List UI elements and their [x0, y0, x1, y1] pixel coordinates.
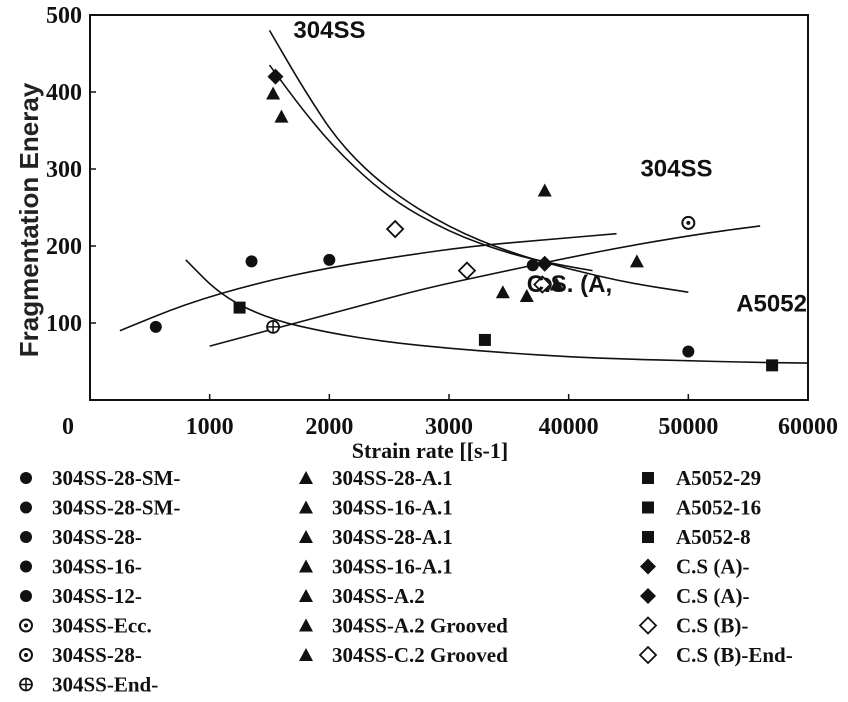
x-axis-ticks: 0 1000 2000 3000 40000 50000 60000	[62, 394, 838, 440]
data-point-15-1	[629, 254, 644, 268]
legend-entry: 304SS-16-A.1	[332, 555, 453, 579]
data-point-3-1	[323, 253, 336, 266]
legend-marker	[638, 616, 658, 635]
legend-entry: 304SS-28-A.1	[332, 525, 453, 549]
data-point-2-1	[245, 255, 258, 268]
x-tick-label: 1000	[186, 414, 234, 440]
data-point-13-1	[537, 183, 552, 197]
x-tick-label: 0	[62, 414, 74, 440]
plot-frame	[89, 14, 809, 401]
x-tick-label: 50000	[658, 414, 718, 440]
legend-entry: C.S (B)-End-	[676, 643, 793, 667]
legend-marker	[642, 531, 654, 543]
legend-marker	[642, 501, 654, 514]
data-point-9-1	[266, 86, 281, 100]
legend-marker	[19, 677, 33, 692]
data-point-11-1	[495, 285, 510, 299]
legend-marker	[299, 559, 313, 573]
legend-marker	[299, 530, 313, 543]
fit-curve-4	[209, 225, 761, 347]
data-points	[149, 68, 779, 372]
legend-marker	[299, 471, 313, 484]
legend-marker	[20, 531, 32, 543]
annotations: 304SS 304SS C.S. (A, A5052	[293, 17, 807, 317]
legend-marker	[299, 589, 313, 602]
y-tick-label: 400	[46, 80, 82, 106]
data-point-18-1	[766, 359, 779, 372]
data-point-14-1	[549, 277, 564, 291]
legend-entry: 304SS-End-	[52, 673, 158, 697]
legend-entry: C.S (A)-	[676, 584, 750, 608]
data-point-21-2	[457, 261, 477, 280]
y-tick-label: 200	[46, 234, 82, 260]
fit-curve-1	[268, 29, 689, 293]
legend-entry: 304SS-28-SM-	[52, 466, 180, 490]
fit-curves	[119, 29, 809, 364]
legend-marker	[299, 648, 313, 661]
data-point-5-1	[682, 345, 695, 358]
legend-marker	[640, 588, 656, 604]
y-axis-title: Fragmentation Eneray	[14, 82, 44, 357]
legend-entry: 304SS-16-A.1	[332, 496, 453, 520]
legend-marker	[299, 618, 313, 632]
x-tick-label: 3000	[425, 414, 473, 440]
data-point-20-1	[536, 255, 553, 272]
data-point-12-1	[519, 289, 534, 303]
legend-entry: 304SS-28-	[52, 525, 142, 549]
data-point-10-1	[274, 109, 289, 123]
data-point-7-1	[681, 215, 696, 230]
legend-marker	[19, 618, 33, 633]
legend-marker	[20, 590, 32, 602]
y-tick-label: 300	[46, 157, 82, 183]
legend-entry: C.S (B)-	[676, 614, 748, 638]
data-point-19-1	[267, 68, 284, 85]
legend-marker	[20, 501, 32, 514]
legend-marker	[19, 648, 33, 662]
legend-marker	[642, 472, 654, 484]
legend-entry: 304SS-28-SM-	[52, 496, 180, 520]
legend-entry: 304SS-A.2	[332, 584, 425, 608]
data-point-8-1	[266, 319, 280, 334]
legend-entry: 304SS-28-A.1	[332, 466, 453, 490]
legend-entry: C.S (A)-	[676, 555, 750, 579]
legend-entry: 304SS-C.2 Grooved	[332, 643, 508, 667]
data-point-21-1	[385, 219, 405, 239]
fit-curve-5	[185, 259, 809, 364]
legend-marker	[638, 645, 658, 665]
data-point-17-1	[478, 333, 491, 346]
legend-entry: A5052-16	[676, 496, 761, 520]
legend-entry: 304SS-28-	[52, 643, 142, 667]
legend: 304SS-28-SM- 304SS-28-SM- 304SS-28- 304SS-1…	[19, 466, 793, 697]
legend-entry: 304SS-Ecc.	[52, 614, 152, 638]
legend-entry: 304SS-12-	[52, 584, 142, 608]
data-point-16-1	[233, 301, 246, 314]
legend-entry: 304SS-16-	[52, 555, 142, 579]
legend-marker	[299, 500, 313, 514]
legend-entry: A5052-29	[676, 466, 761, 490]
annotation: C.S. (A,	[527, 271, 612, 298]
legend-entry: A5052-8	[676, 525, 751, 549]
x-tick-label: 40000	[539, 414, 599, 440]
fit-curve-2	[268, 64, 593, 272]
y-axis-ticks: 100 200 300 400 500	[46, 3, 96, 401]
data-point-4-1	[526, 259, 539, 272]
legend-marker	[20, 560, 32, 573]
data-point-22-1	[533, 275, 552, 294]
legend-marker	[640, 558, 656, 575]
legend-marker	[20, 472, 32, 484]
annotation: 304SS	[293, 17, 365, 44]
y-tick-label: 100	[46, 311, 82, 337]
legend-entry: 304SS-A.2 Grooved	[332, 614, 508, 638]
x-tick-label: 60000	[778, 414, 838, 440]
data-point-1-1	[149, 320, 162, 333]
y-tick-label: 500	[46, 3, 82, 29]
x-tick-label: 2000	[305, 414, 353, 440]
annotation: A5052	[736, 290, 807, 317]
x-axis-title: Strain rate [[s-1]	[352, 438, 508, 463]
annotation: 304SS	[640, 156, 712, 183]
